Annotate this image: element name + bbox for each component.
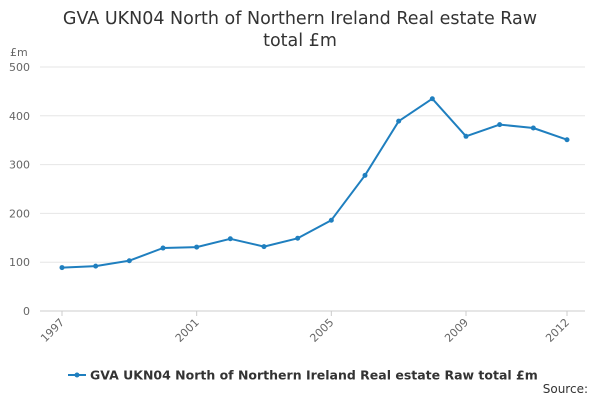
data-point[interactable]: [160, 245, 166, 251]
chart-title-line-1: GVA UKN04 North of Northern Ireland Real…: [63, 9, 537, 29]
data-point[interactable]: [295, 235, 301, 241]
data-point[interactable]: [362, 172, 368, 178]
data-point[interactable]: [463, 133, 469, 139]
legend-label: GVA UKN04 North of Northern Ireland Real…: [90, 368, 538, 383]
y-tick-label: 300: [9, 159, 30, 172]
data-point[interactable]: [396, 118, 402, 124]
y-tick-label: 100: [9, 256, 30, 269]
series-line: [61, 97, 568, 269]
x-tick-label: 2001: [173, 316, 202, 345]
data-point[interactable]: [429, 96, 435, 102]
data-point[interactable]: [328, 217, 334, 223]
y-tick-label: 400: [9, 110, 30, 123]
y-tick-label: 200: [9, 207, 30, 220]
y-tick-label: 0: [23, 305, 30, 318]
y-unit-label: £m: [10, 46, 28, 59]
x-tick-label: 2009: [442, 316, 471, 345]
x-axis-ticks: 1997 2001 2005 2009 2012: [38, 311, 572, 345]
x-tick-label: 2005: [307, 316, 336, 345]
data-point[interactable]: [261, 244, 267, 250]
data-point[interactable]: [93, 263, 99, 269]
data-point[interactable]: [530, 125, 536, 131]
legend[interactable]: GVA UKN04 North of Northern Ireland Real…: [68, 368, 538, 383]
data-point[interactable]: [227, 236, 233, 242]
gridlines: [40, 66, 585, 312]
data-point[interactable]: [564, 137, 570, 143]
data-point[interactable]: [126, 258, 132, 264]
x-tick-label: 2012: [543, 316, 572, 345]
chart-title-line-2: total £m: [263, 31, 337, 51]
data-point[interactable]: [194, 244, 200, 250]
data-point[interactable]: [497, 122, 503, 128]
source-label: Source:: [543, 382, 588, 396]
y-tick-label: 500: [9, 61, 30, 74]
series-group: [59, 96, 570, 271]
legend-marker: [74, 372, 80, 378]
x-tick-label: 1997: [38, 316, 67, 345]
y-axis-ticks: 0 100 200 300 400 500: [9, 61, 30, 318]
data-point[interactable]: [59, 265, 65, 271]
